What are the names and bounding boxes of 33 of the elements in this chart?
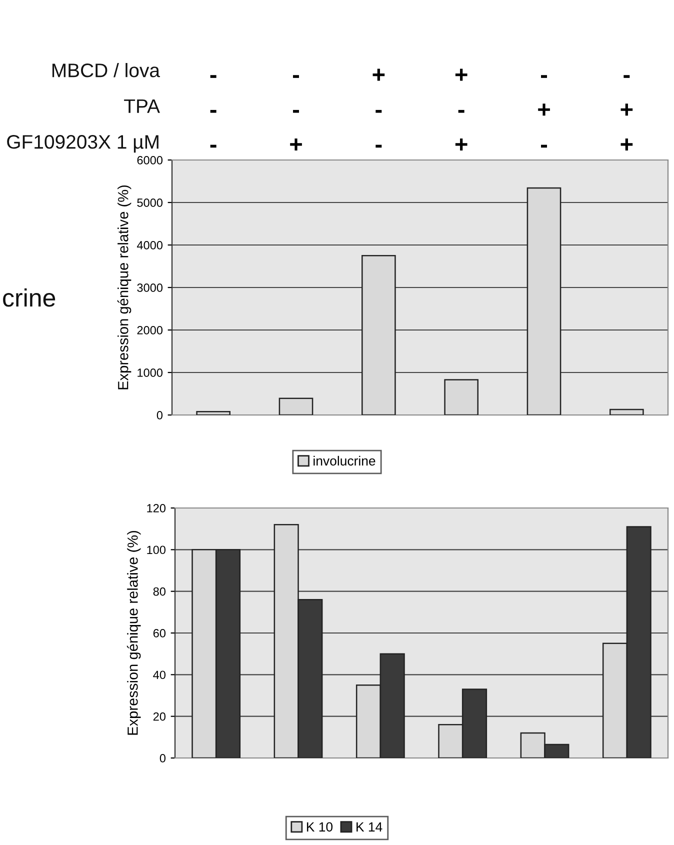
category-label: + - + <box>455 68 468 150</box>
x-tick-label: - + + <box>620 75 633 150</box>
y-tick-label: 60 <box>153 629 166 638</box>
text: crine <box>3 288 56 307</box>
category-label: + - - <box>372 68 385 148</box>
y-axis-title: Expression génique relative (%) <box>117 185 132 390</box>
text: MBCD / lova TPA GF109203X 1 µM <box>7 63 160 153</box>
y-tick-label: 3000 <box>137 284 163 292</box>
y-tick-label: 4000 <box>136 241 163 250</box>
y-tick-label: 80 <box>153 587 166 596</box>
bar <box>610 408 644 415</box>
bar <box>278 398 314 415</box>
y-tick-label: 0 <box>156 411 163 420</box>
y-tick-label: 40 <box>153 670 166 680</box>
y-tick-label: 120 <box>147 504 166 512</box>
y-axis-title: Expression génique relative (%) <box>126 530 141 735</box>
y-tick-label: 5000 <box>137 198 163 207</box>
bar <box>444 379 478 415</box>
category-label: - + - <box>538 75 550 148</box>
y-tick-label: 1000 <box>138 368 163 377</box>
y-tick-label: 2000 <box>137 326 163 334</box>
legend-label: involucrine <box>314 456 376 466</box>
y-tick-label: 0 <box>160 754 166 762</box>
y-tick-label: 20 <box>153 712 166 721</box>
y-tick-label: 100 <box>147 546 166 554</box>
bar <box>362 255 396 415</box>
category-label: - - + <box>290 75 302 150</box>
bar <box>526 187 562 415</box>
y-tick-label: 6000 <box>137 156 163 164</box>
legend-label: K 10 <box>306 822 333 832</box>
category-label: - - - <box>210 75 216 148</box>
legend-label: K 14 <box>356 822 382 832</box>
bar <box>196 410 230 415</box>
